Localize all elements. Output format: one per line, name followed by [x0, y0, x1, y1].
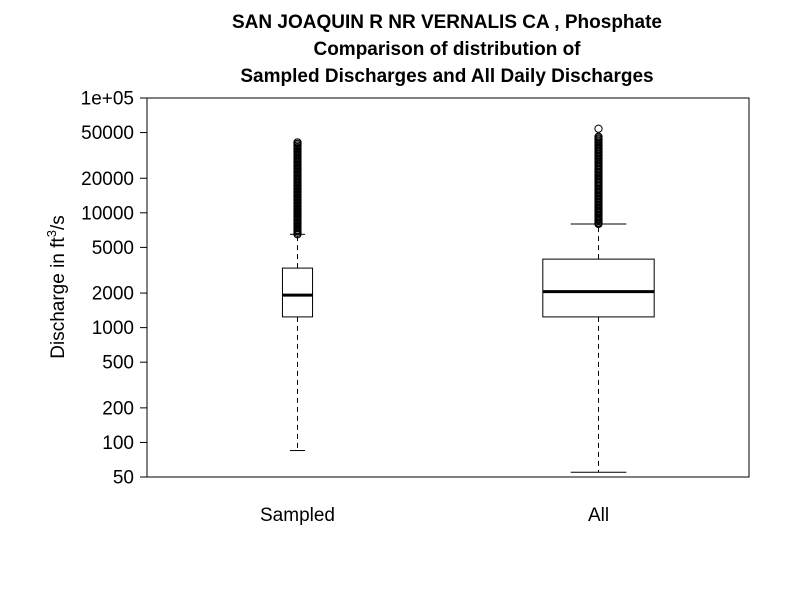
outlier-point [293, 141, 302, 150]
outlier-point [594, 206, 603, 215]
outlier-point [293, 171, 302, 180]
outlier-point [293, 185, 302, 194]
outlier-point [594, 132, 603, 141]
outlier-point [594, 144, 603, 154]
x-tick-label: Sampled [260, 505, 335, 526]
y-tick-label: 10000 [81, 203, 134, 224]
box-all [542, 124, 655, 473]
y-tick-label: 20000 [81, 169, 134, 190]
outlier-point [293, 201, 302, 210]
y-tick-label: 200 [102, 398, 134, 419]
outlier-point [594, 171, 603, 180]
outlier-point [594, 168, 603, 177]
y-tick-label: 100 [102, 433, 134, 454]
outlier-point [293, 188, 302, 197]
y-axis-label-sup: 3 [44, 230, 59, 237]
chart-title-line-1: SAN JOAQUIN R NR VERNALIS CA , Phosphate [231, 12, 662, 33]
y-tick-label: 1000 [92, 318, 134, 339]
outlier-point [293, 153, 302, 163]
outlier-point [293, 226, 302, 235]
y-tick-label: 50 [113, 468, 134, 489]
outlier-point [293, 191, 302, 201]
outlier-point [293, 223, 302, 232]
outlier-point [293, 157, 302, 166]
y-tick-label: 2000 [92, 284, 134, 305]
outlier-point [594, 194, 603, 204]
outlier-point [594, 211, 603, 220]
outlier-point [594, 197, 603, 207]
outlier-point [594, 209, 603, 218]
box-iqr [281, 267, 314, 318]
y-axis-label-tail: /s [48, 215, 69, 230]
x-tick-label: All [588, 505, 609, 526]
plot-frame [146, 97, 750, 478]
box-iqr [542, 258, 655, 318]
outlier-point [594, 124, 603, 133]
outlier-point [293, 212, 302, 222]
outlier-point [594, 154, 603, 163]
outlier-point [594, 191, 603, 201]
chart-title-line-3: Sampled Discharges and All Daily Dischar… [240, 66, 654, 87]
outlier-point [293, 150, 302, 159]
outlier-point [594, 174, 603, 184]
outlier-point [594, 200, 603, 210]
chart-title-line-2: Comparison of distribution of [313, 39, 581, 60]
outlier-point [594, 135, 603, 144]
outlier-point [594, 151, 603, 160]
outlier-point [293, 147, 302, 156]
y-tick-label: 50000 [81, 123, 134, 144]
y-tick-label: 500 [102, 353, 134, 374]
outlier-point [293, 207, 302, 216]
outlier-point [293, 215, 302, 224]
y-axis-label-main: Discharge in ft [48, 237, 69, 359]
box-series [281, 124, 655, 473]
box-sampled [281, 138, 314, 452]
y-axis-label: Discharge in ft3/s [44, 215, 69, 358]
x-axis: Sampled All [260, 505, 609, 526]
y-tick-label: 1e+05 [81, 89, 134, 110]
outlier-point [594, 138, 603, 147]
outlier-point [293, 210, 302, 219]
outlier-point [594, 141, 603, 150]
outlier-point [293, 218, 302, 227]
outlier-point [293, 144, 302, 153]
outlier-point [293, 221, 302, 230]
outlier-point [293, 138, 302, 147]
outlier-point [594, 203, 603, 213]
outlier-point [594, 178, 603, 187]
outlier-point [293, 204, 302, 214]
outlier-point [594, 148, 603, 157]
y-tick-label: 5000 [92, 238, 134, 259]
outlier-point [594, 214, 603, 223]
y-axis: 50 100 200 500 1000 2000 5000 10000 20000 50000 1e… [81, 89, 148, 489]
